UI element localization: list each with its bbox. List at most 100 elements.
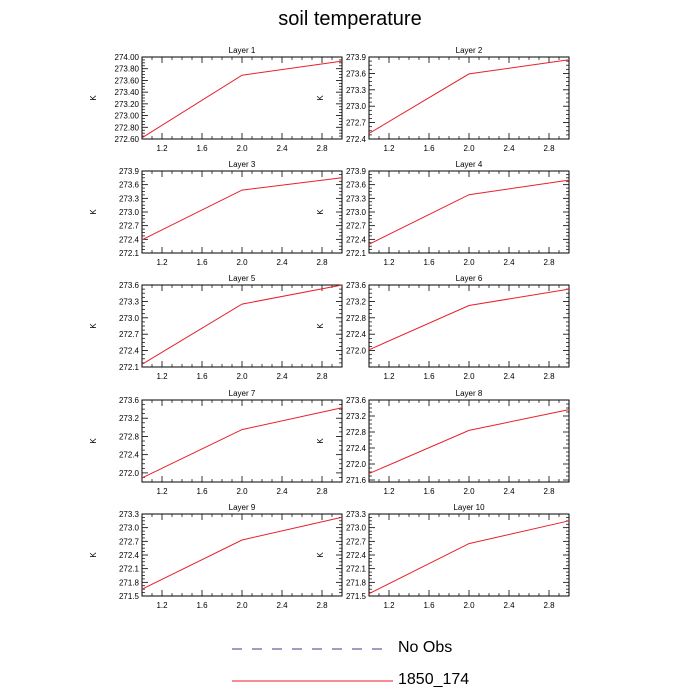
y-tick-label: 272.7 [346,537,367,546]
panel-title: Layer 10 [453,503,485,512]
series-line-1850-174 [141,177,343,241]
y-tick-label: 273.20 [115,100,140,109]
x-tick-label: 2.0 [463,372,475,381]
x-tick-label: 1.6 [423,601,435,610]
y-tick-label: 272.4 [346,444,367,453]
x-tick-label: 2.4 [276,487,288,496]
y-tick-label: 273.9 [346,167,367,176]
plot-frame [368,399,570,483]
y-tick-label: 273.6 [346,396,367,405]
x-tick-label: 1.6 [423,144,435,153]
x-tick-label: 1.2 [383,258,395,267]
y-tick-label: 272.4 [119,347,140,356]
y-tick-label: 273.3 [119,510,140,519]
y-axis-label: K [316,323,325,329]
y-tick-label: 272.60 [115,135,140,144]
y-axis-label: K [316,552,325,558]
panel-7: Layer 7 K 1.2 1.6 2.0 2.4 2.8 272.0 272.4 272.8 27… [89,389,343,496]
x-tick-label: 1.6 [423,372,435,381]
x-tick-label: 2.0 [463,601,475,610]
panel-title: Layer 4 [456,160,483,169]
panel-title: Layer 2 [456,46,483,55]
legend-label-1850-174: 1850_174 [398,671,470,688]
y-tick-label: 272.1 [346,249,367,258]
y-tick-label: 273.0 [119,524,140,533]
x-tick-label: 2.8 [316,601,328,610]
y-tick-label: 271.5 [119,592,140,601]
x-tick-label: 1.6 [196,372,208,381]
y-axis-label: K [89,323,98,329]
panel-9: Layer 9 K 1.2 1.6 2.0 2.4 2.8 271.5 271.8 272.1 27… [89,503,343,610]
y-tick-label: 272.0 [346,460,367,469]
y-tick-label: 272.8 [119,432,140,441]
panel-title: Layer 1 [229,46,256,55]
x-tick-label: 2.4 [276,372,288,381]
y-tick-label: 273.2 [346,297,367,306]
y-tick-label: 272.7 [119,330,140,339]
panel-title: Layer 8 [456,389,483,398]
panel-8: Layer 8 K 1.2 1.6 2.0 2.4 2.8 271.6 272.0 272.4 27… [316,389,570,496]
panel-3: Layer 3 K 1.2 1.6 2.0 2.4 2.8 272.1 272.4 272.7 27… [89,160,343,267]
x-tick-label: 2.0 [236,258,248,267]
y-tick-label: 273.6 [119,181,140,190]
series-line-1850-174 [368,59,570,134]
y-tick-label: 271.8 [346,578,367,587]
y-tick-label: 272.0 [346,347,367,356]
y-tick-label: 272.4 [346,551,367,560]
series-line-1850-174 [141,516,343,590]
y-tick-label: 273.0 [346,524,367,533]
x-tick-label: 1.6 [196,487,208,496]
series-line-1850-174 [368,288,570,351]
y-tick-label: 272.4 [119,451,140,460]
y-axis-label: K [316,209,325,215]
y-tick-label: 272.1 [119,363,140,372]
x-tick-label: 2.4 [276,601,288,610]
x-tick-label: 1.2 [156,144,168,153]
plot-frame [368,513,570,597]
y-tick-label: 273.80 [115,65,140,74]
y-tick-label: 272.4 [119,235,140,244]
y-tick-label: 273.9 [346,53,367,62]
x-tick-label: 1.6 [423,258,435,267]
y-axis-label: K [89,552,98,558]
panel-2: Layer 2 K 1.2 1.6 2.0 2.4 2.8 272.4 272.7 273.0 27… [316,46,570,153]
plot-frame [141,56,343,140]
y-tick-label: 273.6 [346,69,367,78]
y-tick-label: 272.8 [346,428,367,437]
y-axis-label: K [316,95,325,101]
x-tick-label: 1.2 [156,487,168,496]
series-line-1850-174 [368,409,570,475]
x-tick-label: 2.8 [316,487,328,496]
panel-6: Layer 6 K 1.2 1.6 2.0 2.4 2.8 272.0 272.4 272.8 27… [316,274,570,381]
series-line-1850-174 [141,60,343,139]
x-tick-label: 1.2 [156,258,168,267]
panel-title: Layer 9 [229,503,256,512]
x-tick-label: 2.0 [236,144,248,153]
y-tick-label: 272.1 [119,565,140,574]
y-tick-label: 271.5 [346,592,367,601]
series-line-1850-174 [141,407,343,479]
x-tick-label: 2.8 [543,601,555,610]
x-tick-label: 2.8 [543,372,555,381]
x-tick-label: 2.0 [463,487,475,496]
y-tick-label: 273.6 [119,281,140,290]
panel-4: Layer 4 K 1.2 1.6 2.0 2.4 2.8 272.1 272.4 272.7 27… [316,160,570,267]
x-tick-label: 2.4 [503,258,515,267]
y-tick-label: 271.6 [346,476,367,485]
y-tick-label: 273.3 [119,194,140,203]
x-tick-label: 1.2 [383,601,395,610]
y-axis-label: K [89,95,98,101]
legend [232,648,393,682]
y-tick-label: 272.80 [115,123,140,132]
x-tick-label: 2.0 [463,144,475,153]
y-tick-label: 273.0 [346,208,367,217]
y-tick-label: 272.4 [119,551,140,560]
x-tick-label: 2.4 [276,258,288,267]
y-tick-label: 273.0 [346,102,367,111]
y-tick-label: 272.4 [346,135,367,144]
x-tick-label: 2.8 [316,372,328,381]
page-title: soil temperature [278,8,422,30]
plot-grid: Layer 1 K 1.2 1.6 2.0 2.4 2.8 272.60 272.80 273.0… [89,46,570,610]
x-tick-label: 1.2 [383,372,395,381]
panel-title: Layer 7 [229,389,256,398]
